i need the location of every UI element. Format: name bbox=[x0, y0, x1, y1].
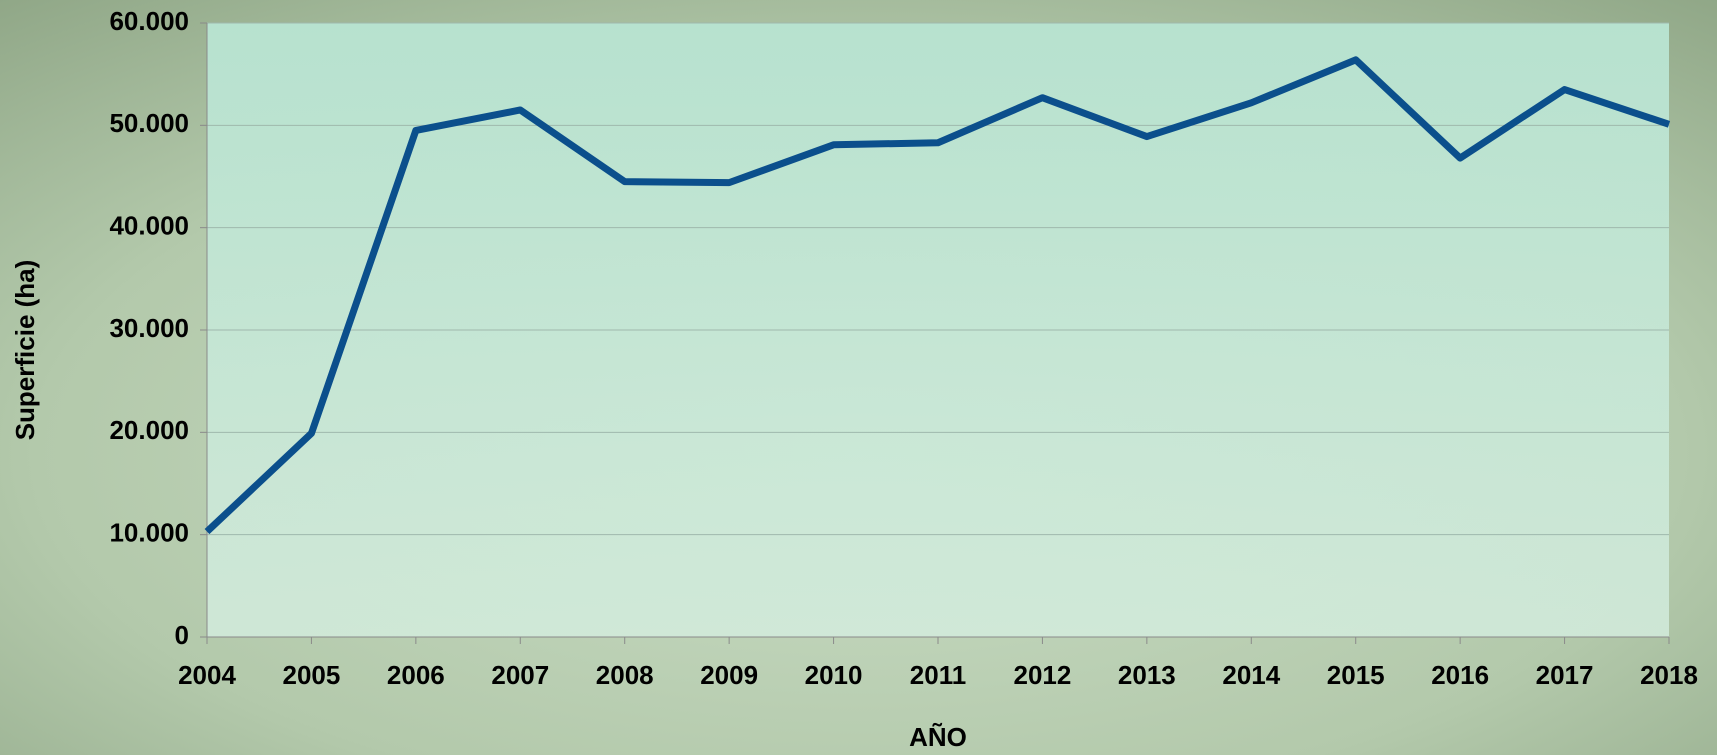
x-tick-label: 2009 bbox=[700, 660, 758, 690]
y-tick-label: 50.000 bbox=[109, 108, 189, 138]
data-line bbox=[204, 56, 1671, 535]
x-tick-label: 2008 bbox=[596, 660, 654, 690]
x-tick-label: 2010 bbox=[805, 660, 863, 690]
x-tick-label: 2015 bbox=[1327, 660, 1385, 690]
x-tick-label: 2006 bbox=[387, 660, 445, 690]
y-tick-label: 40.000 bbox=[109, 211, 189, 241]
y-tick-label: 20.000 bbox=[109, 415, 189, 445]
x-tick-label: 2007 bbox=[491, 660, 549, 690]
x-tick-label: 2018 bbox=[1640, 660, 1698, 690]
x-tick-label: 2005 bbox=[283, 660, 341, 690]
y-tick-label: 30.000 bbox=[109, 313, 189, 343]
x-tick-label: 2013 bbox=[1118, 660, 1176, 690]
x-axis-title: AÑO bbox=[909, 722, 967, 752]
y-tick-label: 0 bbox=[175, 620, 189, 650]
x-tick-label: 2012 bbox=[1014, 660, 1072, 690]
x-tick-label: 2017 bbox=[1536, 660, 1594, 690]
x-tick-label: 2016 bbox=[1431, 660, 1489, 690]
y-tick-label: 10.000 bbox=[109, 518, 189, 548]
x-tick-label: 2011 bbox=[910, 660, 966, 690]
y-axis-title: Superficie (ha) bbox=[10, 260, 40, 441]
x-tick-label: 2004 bbox=[178, 660, 236, 690]
y-tick-label: 60.000 bbox=[109, 6, 189, 36]
x-tick-label: 2014 bbox=[1222, 660, 1280, 690]
